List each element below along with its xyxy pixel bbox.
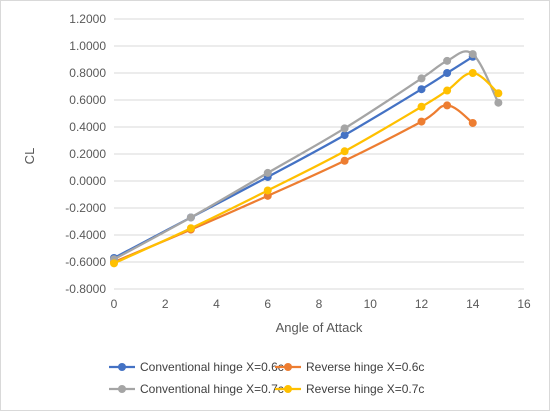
data-point	[443, 56, 452, 65]
data-point	[186, 213, 195, 222]
legend-swatch-marker	[118, 385, 126, 393]
x-tick-label: 16	[517, 297, 531, 311]
legend-item: Reverse hinge X=0.6c	[275, 360, 424, 374]
data-point	[443, 101, 452, 110]
y-tick-label: -0.2000	[65, 201, 106, 215]
y-tick-label: 1.0000	[69, 39, 106, 53]
y-tick-label: -0.4000	[65, 228, 106, 242]
series-group	[110, 50, 503, 268]
data-point	[443, 86, 452, 95]
x-tick-label: 0	[111, 297, 118, 311]
y-tick-label: 0.4000	[69, 120, 106, 134]
y-axis-tick-labels: -0.8000 -0.6000 -0.4000 -0.2000 0.0000 0.2000…	[65, 12, 106, 296]
y-tick-label: 0.8000	[69, 66, 106, 80]
x-tick-label: 8	[316, 297, 323, 311]
legend-swatch-marker	[284, 363, 292, 371]
data-point	[494, 98, 503, 107]
data-point	[340, 131, 349, 140]
legend: Conventional hinge X=0.6c Reverse hinge X…	[109, 360, 424, 396]
x-tick-label: 12	[415, 297, 429, 311]
x-axis-tick-labels: 0 2 4 6 8 10 12 14 16	[111, 297, 531, 311]
data-point	[468, 118, 477, 127]
data-point	[110, 259, 118, 268]
y-tick-label: 0.0000	[69, 174, 106, 188]
x-tick-label: 4	[213, 297, 220, 311]
y-tick-label: -0.6000	[65, 255, 106, 269]
x-axis-title: Angle of Attack	[276, 320, 363, 335]
y-tick-label: 0.2000	[69, 147, 106, 161]
data-point	[186, 224, 195, 233]
legend-label: Reverse hinge X=0.6c	[306, 360, 424, 374]
y-tick-label: 0.6000	[69, 93, 106, 107]
legend-item: Reverse hinge X=0.7c	[275, 382, 424, 396]
x-tick-label: 10	[364, 297, 378, 311]
legend-swatch-marker	[284, 385, 292, 393]
data-point	[417, 74, 426, 83]
x-tick-label: 6	[264, 297, 271, 311]
y-tick-label: 1.2000	[69, 12, 106, 26]
legend-label: Reverse hinge X=0.7c	[306, 382, 424, 396]
x-tick-label: 14	[466, 297, 480, 311]
data-point	[417, 102, 426, 111]
data-point	[417, 85, 426, 94]
legend-item: Conventional hinge X=0.7c	[109, 382, 284, 396]
data-point	[417, 117, 426, 126]
data-point	[468, 69, 477, 77]
data-point	[263, 168, 272, 177]
legend-item: Conventional hinge X=0.6c	[109, 360, 284, 374]
legend-label: Conventional hinge X=0.6c	[140, 360, 284, 374]
legend-label: Conventional hinge X=0.7c	[140, 382, 284, 396]
y-axis-title: CL	[22, 148, 37, 165]
gridlines	[114, 18, 524, 290]
data-point	[340, 124, 349, 133]
data-point	[443, 69, 452, 77]
x-tick-label: 2	[162, 297, 169, 311]
data-point	[263, 186, 272, 195]
data-point	[494, 89, 503, 98]
y-tick-label: -0.8000	[65, 282, 106, 296]
data-point	[340, 156, 349, 165]
legend-swatch-marker	[118, 363, 126, 371]
series-4	[110, 69, 503, 268]
data-point	[468, 50, 477, 59]
data-point	[340, 147, 349, 156]
